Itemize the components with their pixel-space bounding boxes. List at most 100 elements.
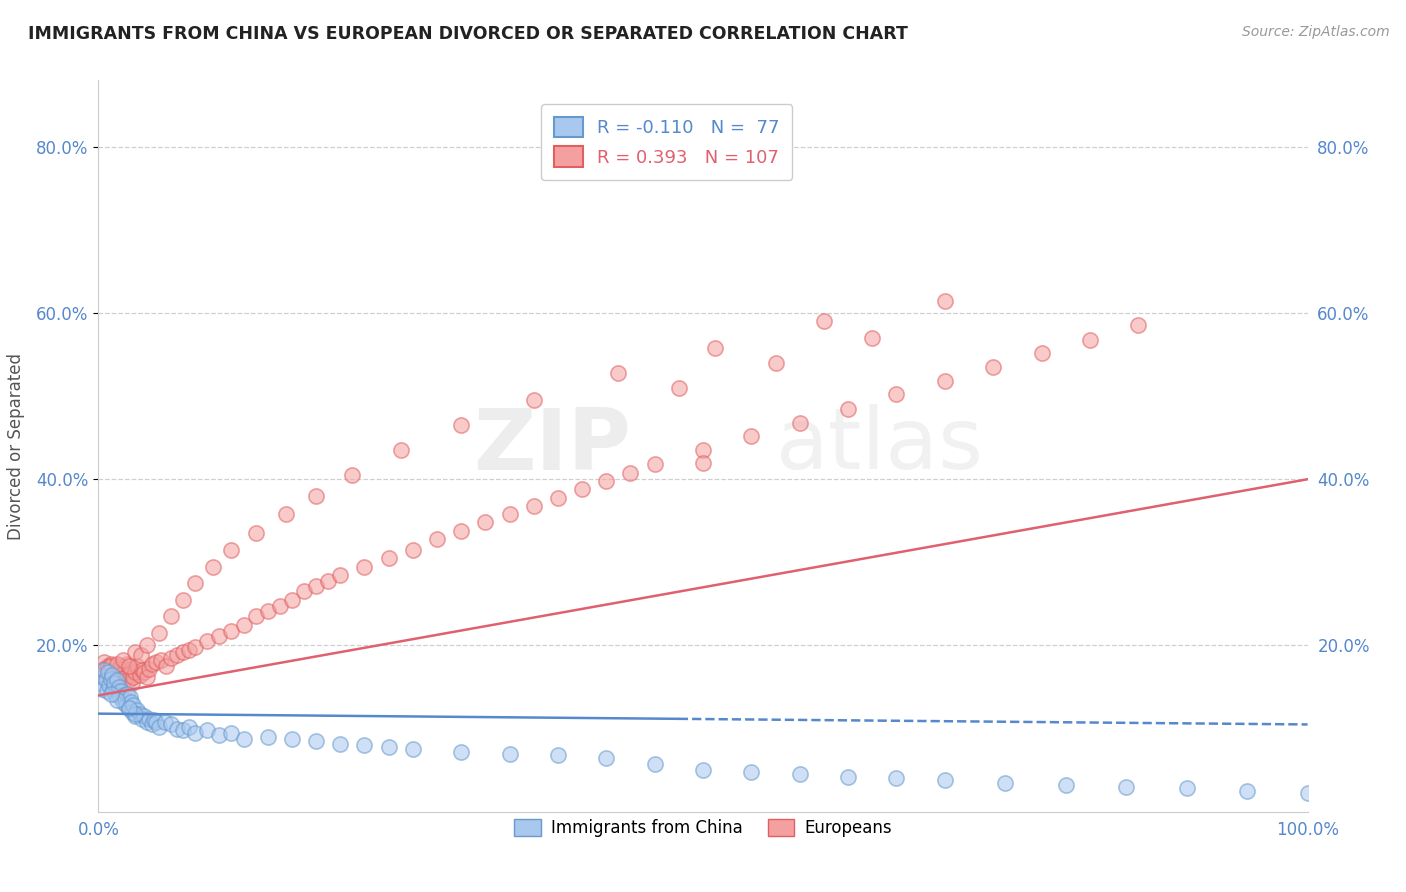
Point [595, 474, 617, 488]
Point [498, 747, 520, 761]
Point [172, 592, 194, 607]
Point [141, 657, 163, 671]
Point [450, 418, 472, 433]
Point [105, 670, 128, 684]
Point [128, 667, 150, 681]
Point [256, 730, 278, 744]
Point [389, 443, 412, 458]
Point [692, 443, 714, 458]
Point [91, 681, 114, 696]
Text: IMMIGRANTS FROM CHINA VS EUROPEAN DIVORCED OR SEPARATED CORRELATION CHART: IMMIGRANTS FROM CHINA VS EUROPEAN DIVORC… [28, 25, 908, 43]
Point [124, 665, 146, 679]
Point [148, 626, 170, 640]
Point [1236, 784, 1258, 798]
Point [112, 665, 135, 679]
Point [281, 731, 304, 746]
Point [692, 456, 714, 470]
Point [118, 701, 141, 715]
Point [934, 293, 956, 308]
Point [100, 687, 122, 701]
Point [1128, 318, 1150, 333]
Point [124, 645, 146, 659]
Point [141, 717, 163, 731]
Point [179, 642, 201, 657]
Point [547, 748, 569, 763]
Point [120, 662, 142, 676]
Point [353, 738, 375, 752]
Point [994, 775, 1017, 789]
Point [108, 680, 131, 694]
Point [118, 667, 141, 681]
Point [208, 728, 231, 742]
Point [103, 676, 125, 690]
Point [305, 489, 328, 503]
Point [129, 648, 152, 663]
Point [101, 681, 124, 696]
Point [104, 665, 127, 679]
Text: atlas: atlas [776, 404, 984, 488]
Point [353, 559, 375, 574]
Point [122, 670, 145, 684]
Point [110, 659, 132, 673]
Point [1054, 778, 1077, 792]
Point [94, 665, 117, 679]
Point [740, 429, 762, 443]
Point [450, 524, 472, 538]
Point [619, 466, 641, 480]
Point [107, 684, 129, 698]
Point [112, 689, 135, 703]
Point [124, 709, 146, 723]
Point [498, 507, 520, 521]
Point [232, 617, 254, 632]
Point [595, 750, 617, 764]
Point [100, 659, 122, 673]
Point [121, 705, 143, 719]
Point [1078, 333, 1101, 347]
Point [135, 714, 157, 729]
Point [195, 634, 218, 648]
Point [160, 651, 183, 665]
Point [172, 723, 194, 738]
Point [108, 667, 131, 681]
Point [813, 314, 835, 328]
Point [644, 457, 666, 471]
Point [245, 526, 267, 541]
Point [1175, 781, 1198, 796]
Point [134, 665, 156, 679]
Point [426, 532, 449, 546]
Point [97, 659, 120, 673]
Point [837, 401, 859, 416]
Point [172, 645, 194, 659]
Point [111, 695, 134, 709]
Point [117, 657, 139, 671]
Point [523, 499, 546, 513]
Point [329, 567, 352, 582]
Point [281, 592, 304, 607]
Point [134, 709, 156, 723]
Point [135, 639, 157, 653]
Point [740, 764, 762, 779]
Point [221, 542, 243, 557]
Point [765, 356, 787, 370]
Point [118, 701, 141, 715]
Point [342, 468, 364, 483]
Y-axis label: Divorced or Separated: Divorced or Separated [7, 352, 25, 540]
Point [108, 673, 131, 688]
Point [668, 381, 690, 395]
Point [860, 331, 883, 345]
Point [221, 624, 243, 638]
Point [105, 692, 128, 706]
Point [91, 662, 114, 676]
Point [100, 657, 122, 671]
Point [179, 720, 201, 734]
Point [96, 670, 118, 684]
Point [143, 714, 166, 728]
Point [155, 659, 177, 673]
Point [100, 672, 122, 686]
Point [93, 655, 115, 669]
Point [981, 359, 1004, 374]
Point [153, 714, 176, 729]
Point [1296, 787, 1319, 801]
Point [184, 576, 207, 591]
Point [571, 482, 593, 496]
